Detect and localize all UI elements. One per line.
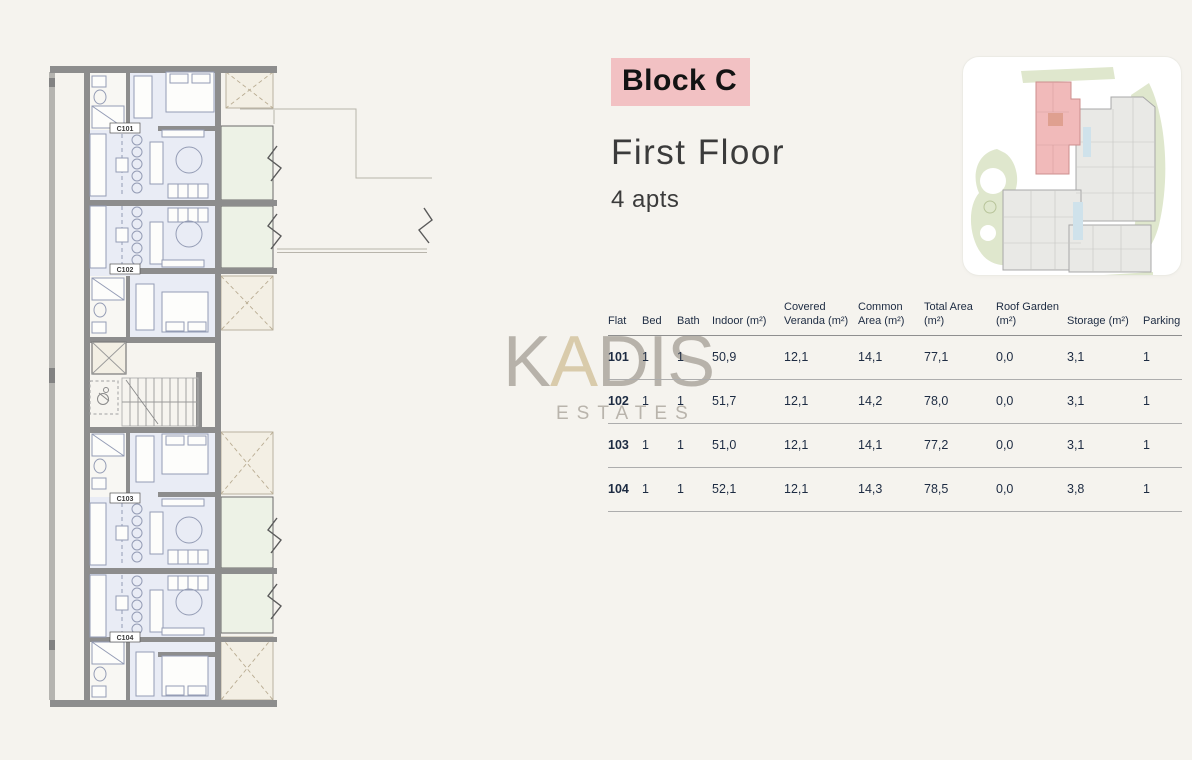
site-pools [1073,127,1091,240]
stairs [121,377,199,427]
roof-garden-value: 0,0 [996,438,1014,453]
total-area-value: 78,5 [924,482,949,497]
covered-veranda-value: 12,1 [784,394,809,409]
reference-lines [240,108,432,253]
storage-value: 3,1 [1067,350,1085,365]
flat-number: 104 [608,482,629,497]
unit-label-c103: C103 [117,496,134,503]
total-area-value: 77,2 [924,438,949,453]
table-row: 104 1 1 52,1 12,1 14,3 78,5 0,0 3,8 1 [608,468,1182,512]
flat-number: 101 [608,350,629,365]
furniture [89,71,215,697]
apartment-count: 4 apts [611,186,680,213]
column-header-indoor: Indoor (m²) [712,315,767,328]
block-title-badge: Block C [611,58,751,106]
site-building-lines [1003,97,1155,272]
watermark-wordmark: KADIS [503,322,715,402]
total-area-value: 78,0 [924,394,949,409]
common-area-value: 14,3 [858,482,883,497]
header: Block C First Floor 4 apts [611,58,785,214]
column-header-flat: Flat [608,315,627,328]
table-header-row: Flat Bed Bath Indoor (m²) Covered Verand… [608,300,1182,336]
bath-value: 1 [677,482,684,497]
roof-void-boxes [220,71,274,701]
roof-garden-value: 0,0 [996,394,1014,409]
table-row: 101 1 1 50,9 12,1 14,1 77,1 0,0 3,1 1 [608,336,1182,380]
parking-value: 1 [1143,394,1150,409]
common-area-value: 14,1 [858,350,883,365]
column-header-covered-veranda: Covered Veranda (m²) [784,301,849,328]
table-row: 103 1 1 51,0 12,1 14,1 77,2 0,0 3,1 1 [608,424,1182,468]
column-header-parking: Parking [1143,315,1181,328]
site-fountain [983,200,997,214]
roof-garden-value: 0,0 [996,350,1014,365]
covered-veranda-value: 12,1 [784,438,809,453]
common-area-value: 14,2 [858,394,883,409]
unit-label-c104: C104 [117,635,134,642]
apartment-spec-table: Flat Bed Bath Indoor (m²) Covered Verand… [608,300,1182,512]
site-block-c-highlight [1035,81,1081,175]
site-block-c-core [1048,113,1063,126]
column-header-common-area: Common Area (m²) [858,301,905,328]
column-header-storage: Storage (m²) [1067,315,1129,328]
parking-value: 1 [1143,438,1150,453]
column-header-bed: Bed [642,315,662,328]
site-tree-cutout-2 [980,225,996,241]
bed-value: 1 [642,350,649,365]
accessible-wc [89,380,119,415]
column-header-bath: Bath [677,315,700,328]
covered-veranda-value: 12,1 [784,350,809,365]
storage-value: 3,1 [1067,394,1085,409]
parking-value: 1 [1143,350,1150,365]
bed-value: 1 [642,438,649,453]
indoor-value: 52,1 [712,482,737,497]
floor-title: First Floor [611,133,785,172]
storage-value: 3,1 [1067,438,1085,453]
indoor-value: 50,9 [712,350,737,365]
column-header-total-area: Total Area (m²) [924,301,973,328]
break-symbols [267,145,433,620]
flat-number: 103 [608,438,629,453]
unit-label-c102: C102 [117,267,134,274]
walls [50,66,277,707]
watermark-subtitle: ESTATES [556,403,696,424]
elevator [91,341,127,375]
parking-value: 1 [1143,482,1150,497]
covered-veranda-value: 12,1 [784,482,809,497]
roof-garden-value: 0,0 [996,482,1014,497]
unit-labels: C101 C102 C103 C104 [109,122,141,643]
storage-value: 3,8 [1067,482,1085,497]
total-area-value: 77,1 [924,350,949,365]
site-plan [970,67,1166,275]
bath-value: 1 [677,394,684,409]
unit-label-c101: C101 [117,126,134,133]
bath-value: 1 [677,350,684,365]
indoor-value: 51,0 [712,438,737,453]
west-facade-wall [49,72,55,700]
common-area-value: 14,1 [858,438,883,453]
watermark-accent-letter: A [550,322,598,402]
flat-number: 102 [608,394,629,409]
column-header-roof-garden: Roof Garden (m²) [996,301,1059,328]
table-row: 102 1 1 51,7 12,1 14,2 78,0 0,0 3,1 1 [608,380,1182,424]
bed-value: 1 [642,394,649,409]
site-buildings [1002,96,1156,273]
indoor-value: 51,7 [712,394,737,409]
bath-value: 1 [677,438,684,453]
floor-plan: C101 C102 C103 C104 [49,66,433,707]
site-tree-cutout [980,168,1006,194]
brand-watermark: KADIS ESTATES [503,322,715,425]
bathroom-fixtures [91,75,125,698]
site-plan-card [963,57,1181,275]
bed-value: 1 [642,482,649,497]
